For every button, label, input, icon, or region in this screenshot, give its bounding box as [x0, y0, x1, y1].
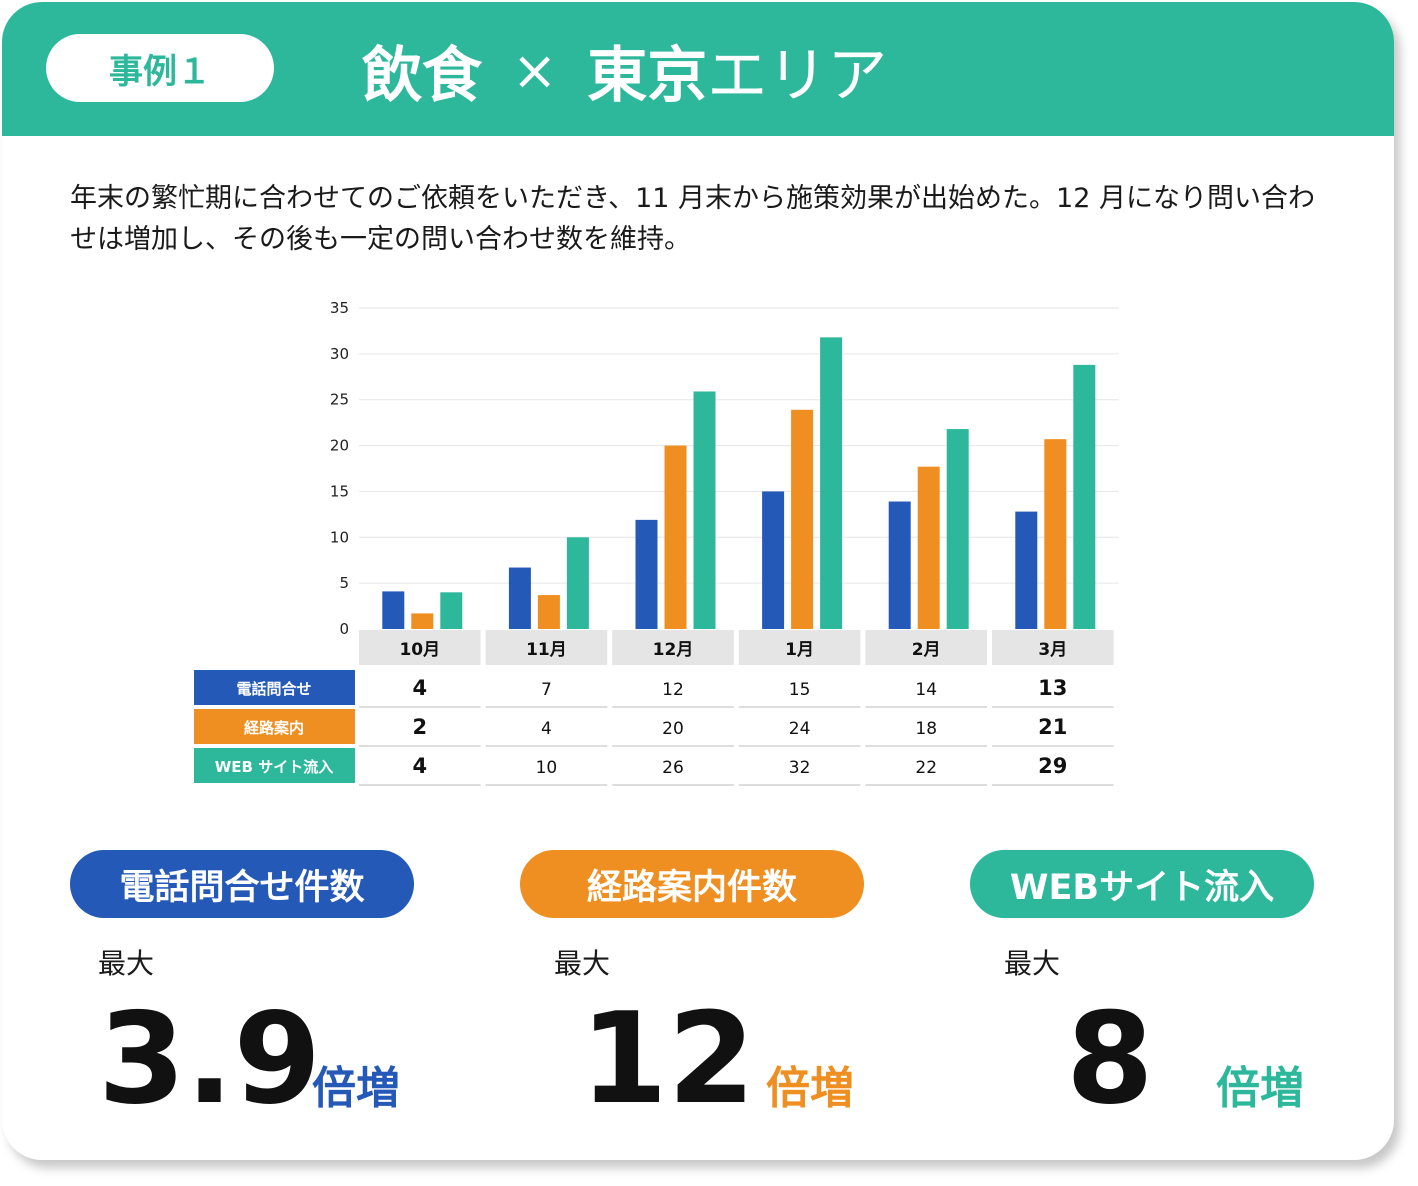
bar-web: [693, 391, 716, 629]
y-tick-label: 25: [330, 391, 349, 409]
case-card: 事例１ 飲食 × 東京 エリア 年末の繁忙期に合わせてのご依頼をいただき、11 …: [2, 2, 1394, 1160]
x-tick-label: 3月: [1038, 640, 1067, 660]
bar-phone: [382, 591, 405, 629]
bar-route: [411, 613, 434, 629]
bar-phone: [635, 519, 658, 629]
stat-web-unit: 倍増: [1216, 1063, 1304, 1114]
category-header-cell: [738, 630, 861, 665]
bar-route: [1044, 439, 1067, 629]
case-title: 飲食 × 東京 エリア: [362, 32, 887, 111]
data-label: 13: [1038, 676, 1067, 700]
bar-route: [537, 595, 560, 629]
bar-phone: [1015, 511, 1038, 629]
case-header: 事例１ 飲食 × 東京 エリア: [2, 2, 1394, 136]
category-header-cell: [612, 630, 734, 665]
stat-route-unit: 倍増: [766, 1063, 854, 1114]
title-separator: ×: [512, 38, 558, 102]
table-row-label: 電話問合せ: [236, 680, 311, 698]
stat-web-value: 8: [1066, 985, 1154, 1132]
bar-phone: [508, 567, 531, 629]
bar-route: [664, 445, 687, 629]
case-number-badge: 事例１: [46, 34, 274, 102]
stat-route-prefix: 最大: [554, 947, 611, 980]
data-label: 12: [662, 680, 684, 700]
y-tick-label: 35: [330, 299, 349, 317]
data-label: 22: [915, 758, 937, 778]
category-header-cell: [359, 630, 481, 665]
y-tick-label: 0: [339, 620, 349, 638]
data-label: 21: [1038, 715, 1067, 739]
stat-phone-label: 電話問合せ件数: [70, 850, 414, 918]
data-label: 4: [412, 754, 427, 778]
data-label: 32: [789, 758, 811, 778]
stat-route-label: 経路案内件数: [520, 850, 864, 918]
table-row-label: WEB サイト流入: [215, 758, 333, 776]
bar-route: [791, 409, 814, 629]
stat-web-prefix: 最大: [1004, 947, 1061, 980]
bar-web: [820, 337, 843, 629]
data-label: 4: [412, 676, 427, 700]
title-area-city: 東京: [587, 40, 708, 111]
bar-phone: [762, 491, 785, 629]
data-label: 14: [915, 680, 937, 700]
table-row-label-cell: [194, 748, 355, 783]
y-tick-label: 15: [330, 482, 349, 500]
bar-web: [946, 429, 969, 629]
stat-phone-prefix: 最大: [98, 947, 155, 980]
data-label: 18: [915, 719, 937, 739]
x-tick-label: 10月: [399, 640, 440, 660]
category-header-cell: [865, 630, 987, 665]
bar-phone: [888, 501, 911, 629]
table-row-label: 経路案内: [244, 719, 304, 737]
category-header-cell: [992, 630, 1114, 665]
x-tick-label: 1月: [785, 640, 814, 660]
table-row-label-cell: [194, 709, 355, 744]
data-label: 4: [541, 719, 552, 739]
data-label: 2: [412, 715, 427, 739]
x-tick-label: 11月: [526, 640, 567, 660]
title-industry: 飲食: [362, 40, 482, 111]
bar-web: [1073, 364, 1096, 629]
y-tick-label: 10: [330, 528, 349, 546]
stat-phone-unit: 倍増: [312, 1063, 400, 1114]
table-row-label-cell: [194, 670, 355, 705]
x-tick-label: 2月: [912, 640, 941, 660]
bar-web: [566, 537, 589, 629]
data-label: 15: [789, 680, 811, 700]
data-label: 24: [789, 719, 811, 739]
stat-route-value: 12: [580, 985, 756, 1132]
data-label: 20: [662, 719, 684, 739]
stat-web-label: WEBサイト流入: [970, 850, 1314, 918]
x-tick-label: 12月: [653, 640, 694, 660]
bar-route: [917, 466, 940, 629]
bar-web: [440, 592, 463, 629]
case-description: 年末の繁忙期に合わせてのご依頼をいただき、11 月末から施策効果が出始めた。12…: [70, 183, 1315, 255]
y-tick-label: 20: [330, 437, 349, 455]
data-label: 7: [541, 680, 552, 700]
data-label: 29: [1038, 754, 1067, 778]
title-area-suffix: エリア: [707, 40, 888, 111]
y-tick-label: 5: [339, 574, 349, 592]
category-header-cell: [485, 630, 608, 665]
data-label: 10: [536, 758, 558, 778]
stat-phone-value: 3.9: [98, 985, 322, 1132]
y-tick-label: 30: [330, 345, 349, 363]
data-label: 26: [662, 758, 684, 778]
